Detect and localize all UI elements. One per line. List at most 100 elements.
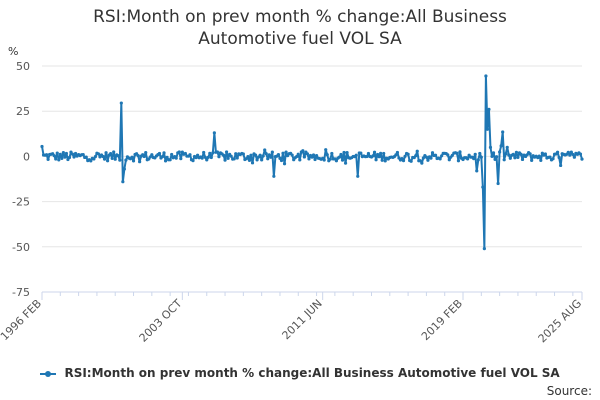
data-point [455, 151, 459, 155]
y-tick-label: -25 [12, 196, 30, 209]
data-point [52, 154, 56, 158]
data-point [371, 154, 375, 158]
data-point [401, 159, 406, 163]
data-point [354, 153, 358, 157]
chart-title-line1: RSI:Month on prev month % change:All Bus… [93, 7, 507, 27]
data-point [372, 150, 377, 154]
data-point [276, 152, 281, 157]
data-point [539, 158, 543, 163]
data-point [142, 154, 146, 159]
data-point [473, 152, 477, 156]
data-point [168, 158, 172, 162]
data-point [249, 153, 253, 157]
data-point [322, 158, 326, 162]
data-point [418, 159, 422, 163]
data-point [488, 145, 493, 149]
legend[interactable]: RSI:Month on prev month % change:All Bus… [0, 366, 600, 380]
data-point [46, 157, 50, 161]
data-point [272, 174, 276, 178]
data-point [170, 152, 174, 157]
data-point [73, 151, 78, 156]
data-point [440, 154, 444, 158]
data-point [537, 154, 541, 158]
data-point [356, 174, 360, 178]
data-point [269, 155, 273, 159]
data-point [84, 155, 88, 159]
data-point [340, 158, 345, 162]
data-point [482, 247, 486, 251]
data-point [481, 185, 485, 189]
data-point [270, 150, 274, 154]
series-group [40, 74, 584, 251]
data-point [514, 150, 519, 154]
data-point [267, 153, 271, 157]
data-point [475, 169, 479, 173]
data-point [313, 157, 317, 162]
data-point [101, 154, 105, 159]
data-point [447, 158, 451, 162]
data-point [263, 148, 267, 152]
data-point [325, 153, 329, 157]
data-point [247, 158, 252, 162]
data-point [195, 153, 200, 157]
data-point [63, 155, 67, 159]
data-point [328, 157, 332, 161]
data-point [493, 157, 497, 161]
data-point [484, 74, 488, 78]
data-point [508, 156, 512, 160]
legend-marker-icon [40, 370, 57, 377]
data-point [203, 155, 207, 159]
y-tick-label: -50 [12, 241, 30, 254]
data-point [234, 152, 238, 156]
data-point [519, 152, 523, 156]
data-point [528, 152, 532, 156]
data-point [200, 156, 204, 160]
data-point [330, 151, 334, 156]
data-point [64, 151, 69, 156]
data-point [112, 150, 116, 154]
data-point [424, 155, 429, 159]
data-point [496, 181, 500, 186]
data-point [296, 152, 300, 156]
data-point [490, 154, 494, 159]
data-point [208, 151, 212, 155]
data-point [433, 153, 438, 157]
data-point [543, 152, 547, 156]
x-tick-label: 2011 JUN [280, 297, 325, 342]
data-point [572, 155, 576, 159]
data-point [438, 157, 442, 161]
data-point [57, 158, 61, 162]
data-point [511, 152, 515, 156]
data-point [165, 155, 169, 159]
data-point [394, 153, 398, 157]
data-point [163, 159, 168, 163]
data-point [379, 151, 383, 155]
data-point [226, 156, 230, 160]
data-point [113, 157, 117, 161]
data-point [307, 157, 311, 161]
data-point [342, 150, 346, 155]
data-point [569, 150, 573, 154]
data-point [366, 151, 371, 156]
series-line [41, 74, 583, 250]
data-point [520, 157, 525, 162]
data-point [334, 159, 339, 163]
data-point [72, 155, 76, 159]
data-point [494, 155, 499, 159]
data-point [446, 153, 450, 157]
data-point [206, 155, 210, 159]
data-point [138, 160, 142, 164]
data-point [530, 158, 534, 162]
data-point [337, 155, 342, 159]
data-point [403, 154, 407, 158]
data-point [430, 151, 435, 155]
data-point [157, 151, 162, 156]
data-point [429, 156, 433, 160]
data-point [58, 152, 62, 156]
data-point [54, 157, 58, 161]
x-tick-label: 2003 OCT [137, 297, 185, 345]
data-point [279, 158, 284, 163]
data-point [487, 107, 491, 111]
data-point [104, 151, 108, 155]
